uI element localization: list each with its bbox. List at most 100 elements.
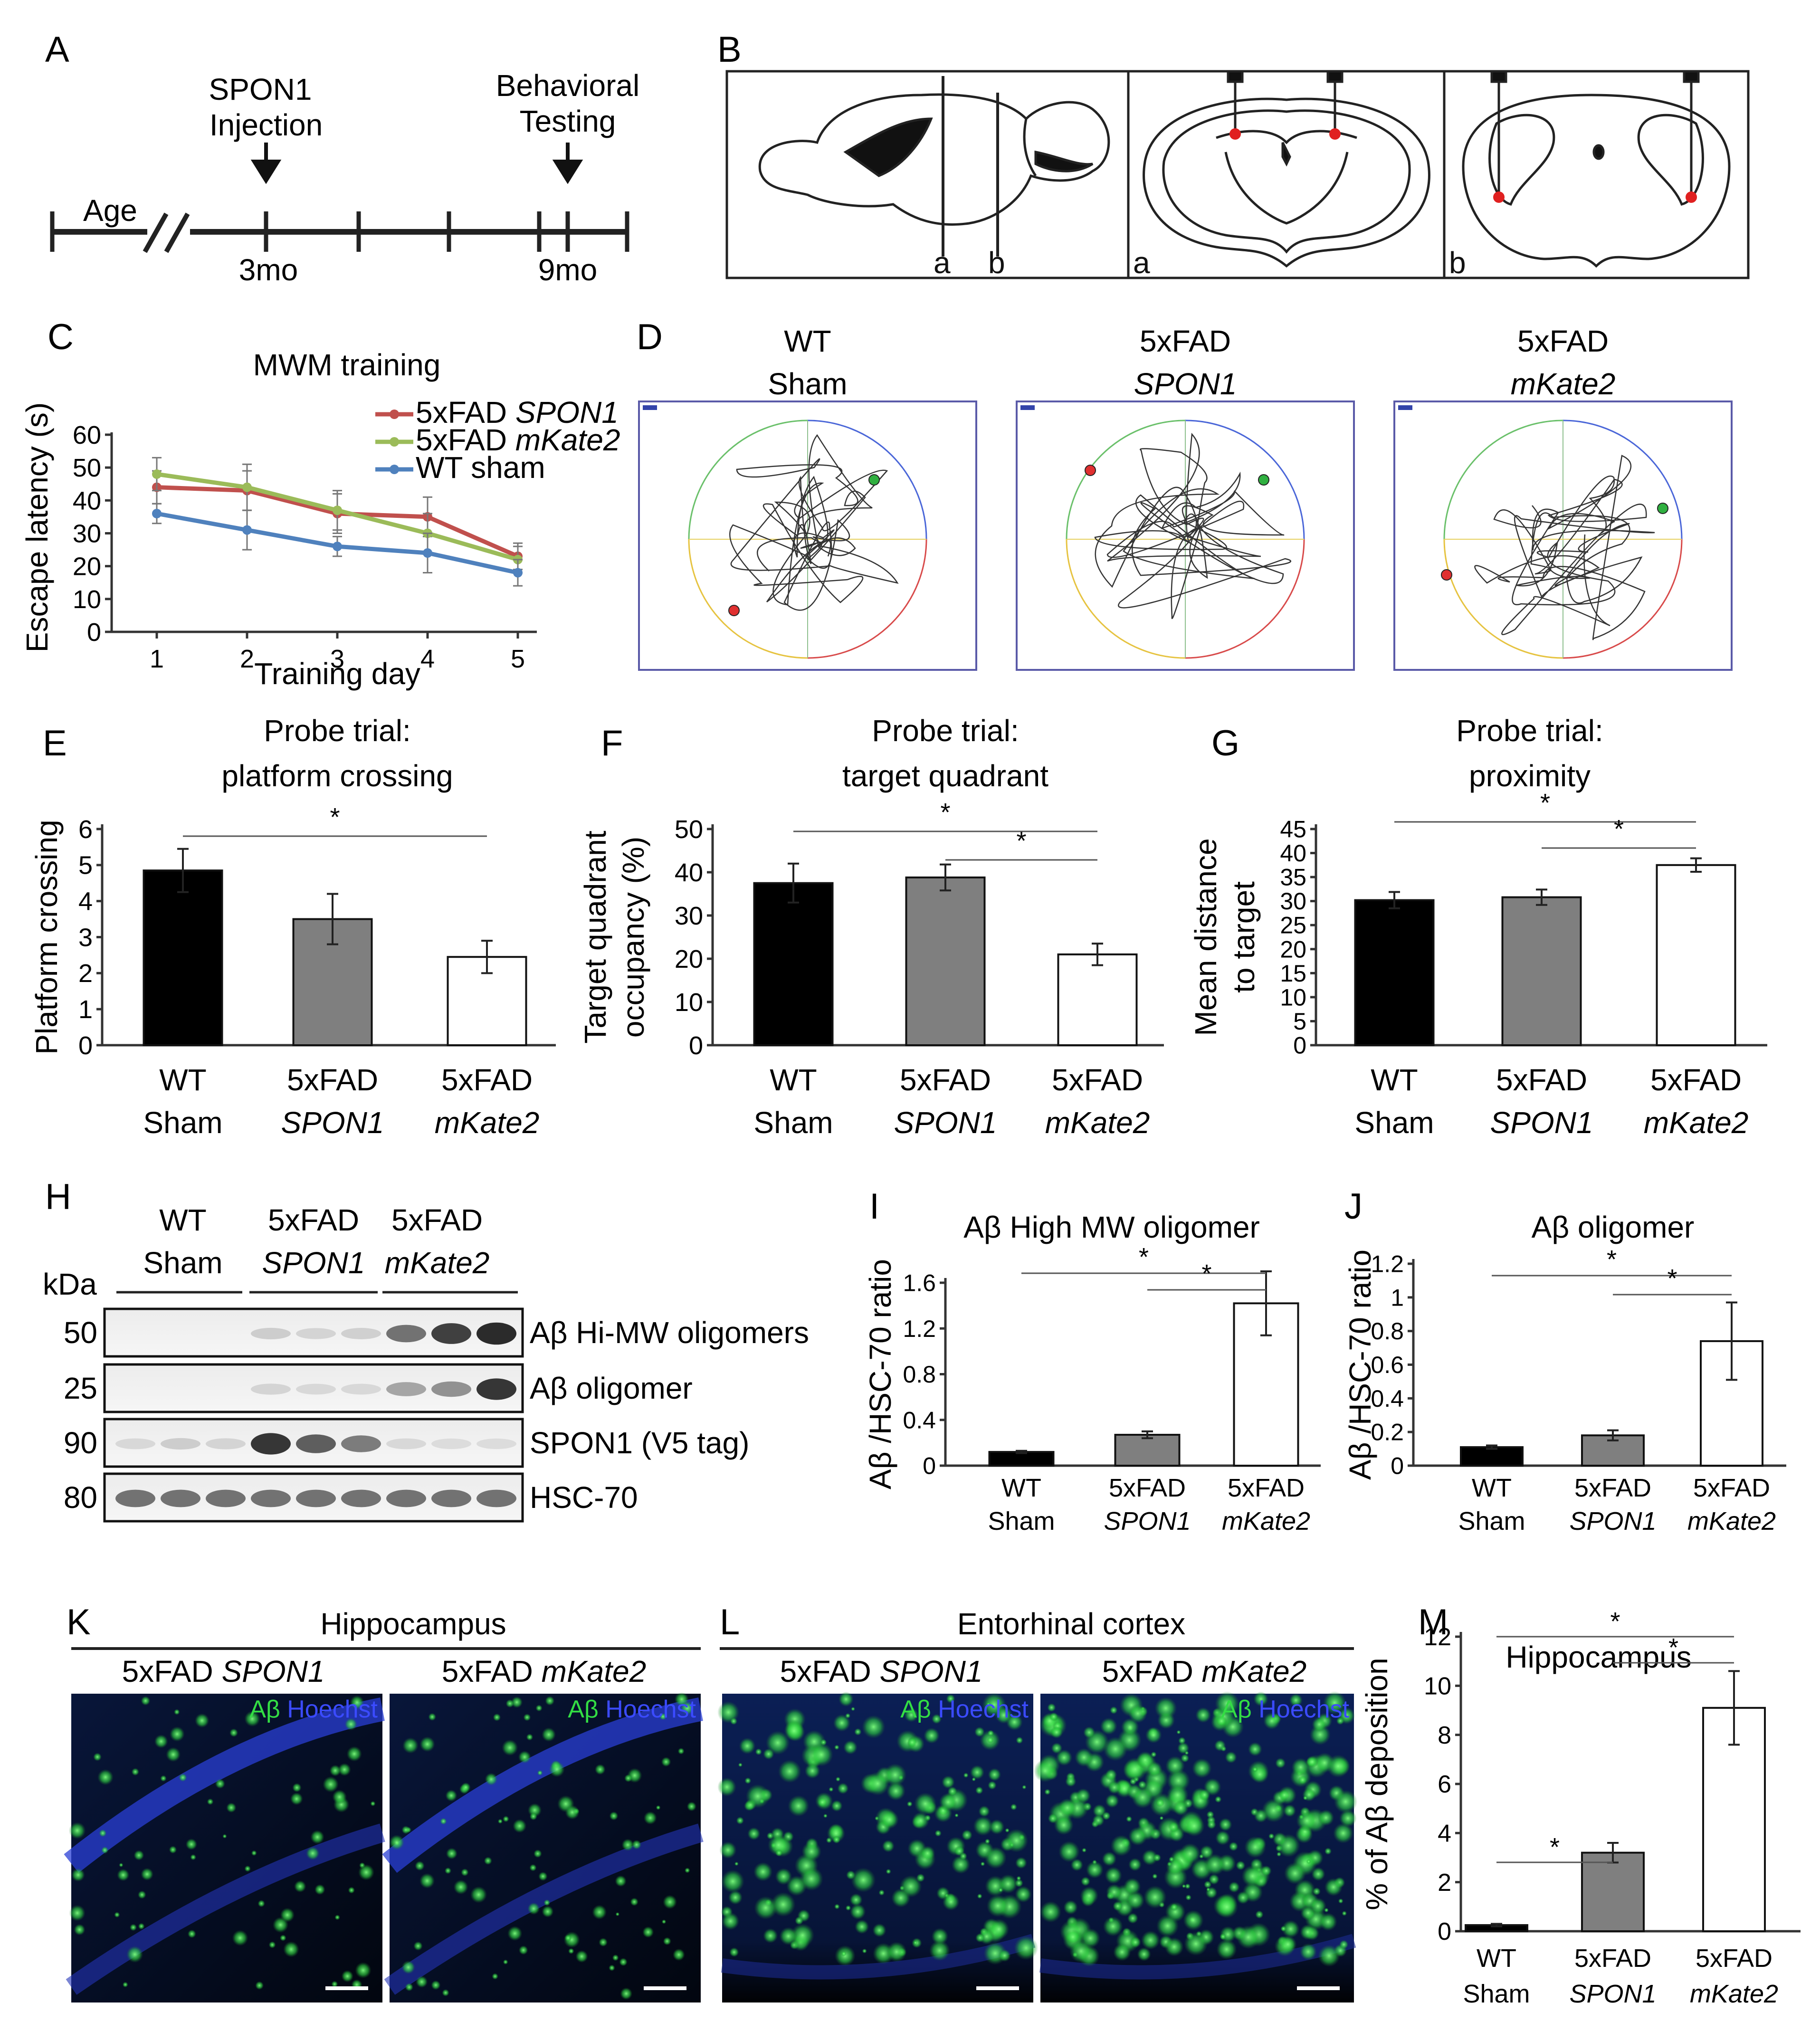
plaque [503,1959,508,1965]
timeline-behavior-1: Behavioral [496,68,639,103]
plaque [843,1740,858,1754]
plaque [1049,1712,1058,1721]
plaque [974,1726,985,1737]
plaque [187,1929,196,1938]
plaque [663,1895,677,1909]
plaque [717,1777,736,1797]
plaque [283,1941,299,1957]
plaque [1143,1885,1167,1909]
plaque [1076,1788,1091,1803]
plaque [951,1855,970,1874]
y-tick-label: 1 [1391,1284,1404,1311]
y-tick-label: 0 [87,618,101,647]
plaque [1241,1865,1264,1888]
plaque [1324,1878,1343,1897]
plaque [131,1768,139,1776]
bar [1581,1851,1645,1933]
category-label: WT [159,1063,207,1097]
kda-value: 25 [64,1371,97,1405]
plaque [160,1775,167,1782]
start-marker-icon [728,605,740,616]
plaque [963,1773,969,1778]
y-tick-label: 1.2 [903,1316,936,1342]
category-label: 5xFAD [900,1063,991,1097]
plaque [1261,1798,1286,1822]
plaque [415,1860,425,1871]
plaque [1166,1858,1184,1876]
plaque [401,1960,415,1974]
plaque [1207,1820,1216,1830]
category-label: SPON1 [1104,1507,1191,1535]
plaque [849,1904,866,1920]
plaque [1056,1749,1073,1766]
y-tick-label: 50 [675,815,703,844]
plaque [754,1896,778,1920]
micrograph: Aβ Hoechst [382,1692,704,2002]
plaque [117,1869,130,1881]
plaque [1129,1936,1141,1948]
plaque [612,1954,619,1961]
plaque [1333,1823,1353,1844]
category-label: Sham [1458,1507,1525,1535]
plaque [880,1810,899,1829]
plaque [1145,1726,1162,1744]
plaque [535,1705,543,1712]
injection-site-icon [1329,128,1341,140]
plaque [529,1812,537,1821]
timeline-injection-1: SPON1 [209,72,312,106]
swim-path-tracks: WT Sham 5xFAD SPON1 5xFAD mKate2 [638,324,1733,671]
plaque [1184,1883,1191,1889]
category-label: Sham [1463,1980,1530,2008]
plaque [370,1801,376,1806]
legend-label: WT sham [416,450,545,485]
plaque [995,1707,1013,1724]
plaque [1300,1924,1316,1940]
category-label: 5xFAD [287,1063,378,1097]
plaque [1065,1929,1081,1945]
plaque [835,1776,841,1782]
plaque [1277,1834,1300,1858]
category-label: WT [1001,1474,1041,1502]
swim-path [1474,455,1655,640]
plaque [1065,1775,1077,1787]
plaque [988,1918,1010,1940]
y-axis-label: % of Aβ deposition [1360,1658,1394,1910]
plaque [656,1805,661,1810]
plaque [1306,1755,1319,1768]
plaque [839,1691,854,1707]
plaque [837,1783,849,1794]
plaque [1103,1736,1128,1761]
plaque [1110,1835,1132,1857]
blot-band [161,1438,200,1450]
plaque [1039,1901,1061,1923]
plaque [565,1805,580,1820]
category-label: 5xFAD [1574,1944,1651,1973]
plaque [841,1951,847,1957]
category-label: mKate2 [435,1106,540,1140]
panel-label-m: M [1418,1602,1448,1642]
panel-label-k: K [67,1602,91,1642]
path-track [1016,400,1355,671]
blot-row: 25 Aβ oligomer [64,1363,693,1413]
plaque [215,1778,225,1789]
plaque [1185,1894,1191,1901]
group-label: WT [784,324,831,358]
plaque [609,1811,619,1821]
group-label: 5xFAD [1140,324,1231,358]
group-label: Sham [768,367,847,401]
plaque [986,1894,1010,1917]
blot-row-label: Aβ oligomer [530,1371,693,1405]
plaque [1195,1707,1211,1723]
plaque [886,1942,907,1962]
plaque [988,1768,1001,1782]
plaque [542,1727,556,1742]
significance-star: * [940,798,950,827]
plaque [1220,1933,1227,1940]
plaque [1102,1812,1111,1821]
plaque [941,1775,955,1789]
plaque [686,1802,696,1812]
plaque [1128,1704,1147,1723]
bar-chart-m: Hippocampus % of Aβ deposition 0 2 4 6 8 10 12 WT… [1360,1607,1801,2008]
y-tick-label: 1 [78,995,93,1024]
plaque [763,1928,778,1944]
